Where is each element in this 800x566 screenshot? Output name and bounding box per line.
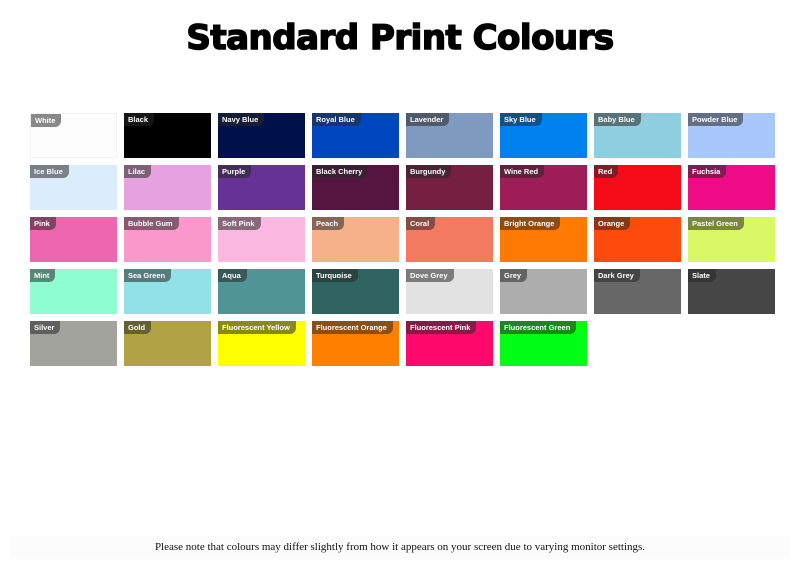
swatch-label: Orange [594,217,631,230]
swatch-label: Soft Pink [218,217,261,230]
colour-swatch-grid: White Black Navy Blue Royal Blue Lavender Sky… [30,113,775,366]
colour-swatch: Pink [30,217,117,262]
swatch-label: Lilac [124,165,152,178]
colour-swatch: Gold [124,321,211,366]
colour-swatch: Pastel Green [688,217,775,262]
colour-swatch: Purple [218,165,305,210]
swatch-label: Gold [124,321,152,334]
colour-swatch: Red [594,165,681,210]
colour-swatch: Ice Blue [30,165,117,210]
swatch-label: Royal Blue [312,113,361,126]
colour-swatch: Black [124,113,211,158]
colour-swatch: Bright Orange [500,217,587,262]
swatch-label: Grey [500,269,528,282]
swatch-label: Wine Red [500,165,545,178]
swatch-label: Black [124,113,155,126]
footer-band [10,536,790,558]
colour-swatch: Fluorescent Yellow [218,321,305,366]
swatch-label: Peach [312,217,345,230]
swatch-label: White [31,114,62,127]
swatch-label: Bubble Gum [124,217,179,230]
colour-swatch: Dark Grey [594,269,681,314]
swatch-label: Fluorescent Pink [406,321,477,334]
colour-swatch: Bubble Gum [124,217,211,262]
colour-swatch: Slate [688,269,775,314]
swatch-label: Powder Blue [688,113,744,126]
swatch-label: Baby Blue [594,113,641,126]
swatch-label: Bright Orange [500,217,561,230]
colour-swatch: Mint [30,269,117,314]
colour-swatch: Baby Blue [594,113,681,158]
swatch-label: Black Cherry [312,165,369,178]
swatch-label: Dark Grey [594,269,640,282]
swatch-label: Lavender [406,113,450,126]
colour-swatch: Peach [312,217,399,262]
swatch-label: Slate [688,269,716,282]
swatch-label: Navy Blue [218,113,265,126]
swatch-label: Ice Blue [30,165,69,178]
colour-swatch: Lavender [406,113,493,158]
swatch-label: Pastel Green [688,217,744,230]
colour-swatch: Wine Red [500,165,587,210]
swatch-label: Fuchsia [688,165,727,178]
swatch-label: Pink [30,217,56,230]
colour-swatch: Burgundy [406,165,493,210]
colour-swatch: Fuchsia [688,165,775,210]
swatch-label: Turquoise [312,269,358,282]
swatch-label: Fluorescent Orange [312,321,393,334]
colour-swatch: Silver [30,321,117,366]
colour-swatch: Soft Pink [218,217,305,262]
swatch-label: Purple [218,165,252,178]
swatch-label: Silver [30,321,61,334]
colour-swatch: Lilac [124,165,211,210]
swatch-label: Sky Blue [500,113,542,126]
colour-swatch: Black Cherry [312,165,399,210]
swatch-label: Fluorescent Yellow [218,321,296,334]
colour-swatch: Fluorescent Orange [312,321,399,366]
colour-swatch: Navy Blue [218,113,305,158]
swatch-label: Red [594,165,619,178]
colour-swatch: White [30,113,117,158]
colour-swatch: Powder Blue [688,113,775,158]
colour-swatch: Orange [594,217,681,262]
swatch-label: Aqua [218,269,247,282]
swatch-label: Mint [30,269,56,282]
swatch-label: Dove Grey [406,269,454,282]
colour-swatch: Fluorescent Green [500,321,587,366]
colour-swatch: Royal Blue [312,113,399,158]
swatch-label: Sea Green [124,269,172,282]
colour-swatch: Grey [500,269,587,314]
colour-swatch: Fluorescent Pink [406,321,493,366]
disclaimer-note: Please note that colours may differ slig… [154,541,646,553]
colour-swatch: Sky Blue [500,113,587,158]
colour-swatch: Coral [406,217,493,262]
page-title: Standard Print Colours [186,17,615,59]
colour-swatch: Aqua [218,269,305,314]
swatch-label: Fluorescent Green [500,321,577,334]
swatch-label: Burgundy [406,165,452,178]
swatch-label: Coral [406,217,436,230]
colour-swatch: Dove Grey [406,269,493,314]
colour-swatch: Turquoise [312,269,399,314]
colour-swatch: Sea Green [124,269,211,314]
